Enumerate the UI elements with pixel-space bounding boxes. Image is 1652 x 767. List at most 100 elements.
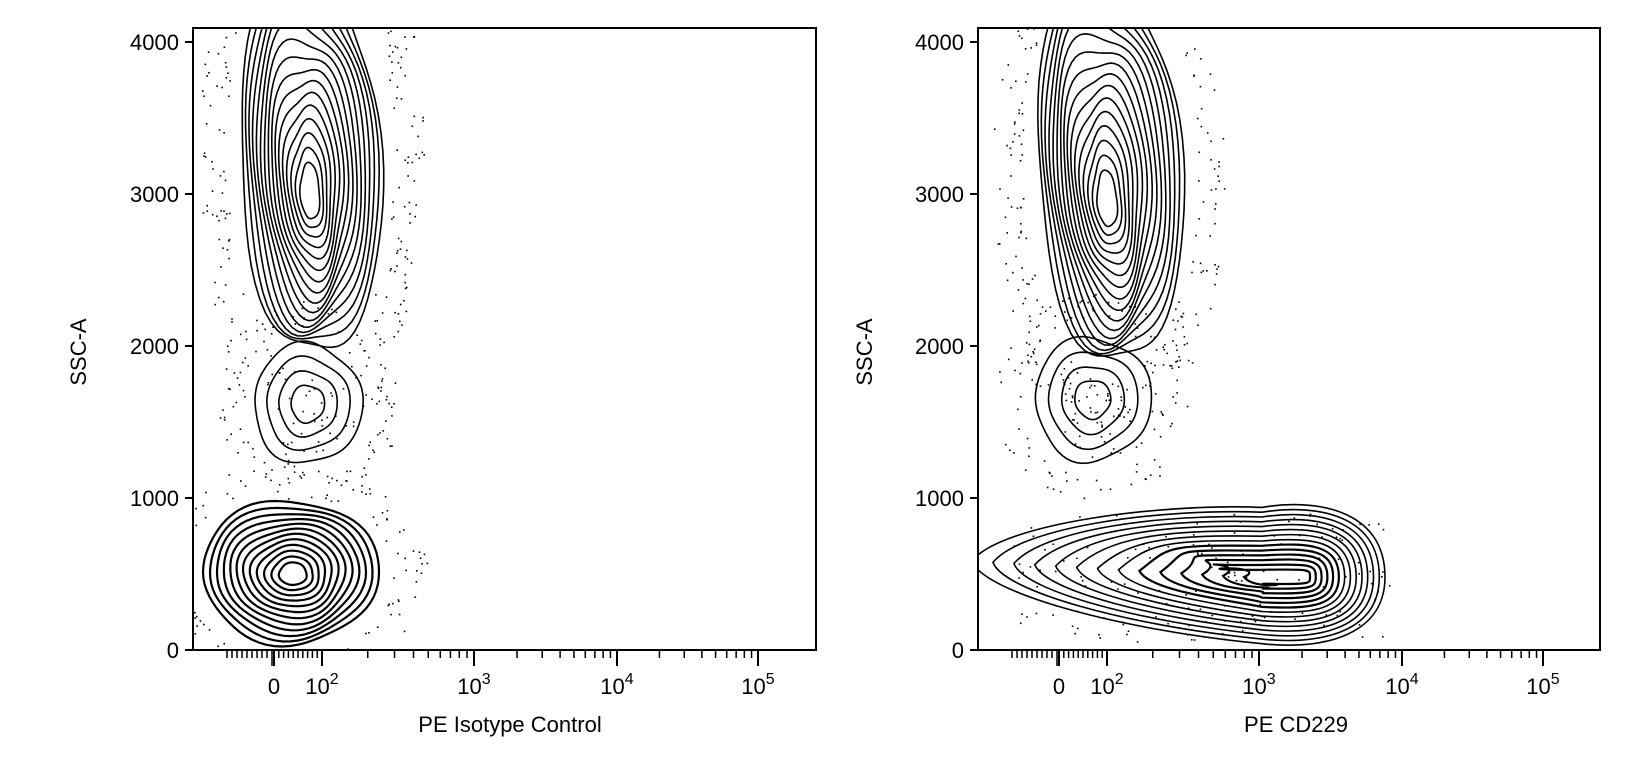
left-event-dot bbox=[303, 474, 305, 476]
right-event-dot bbox=[1336, 614, 1339, 617]
right-event-dot bbox=[1135, 471, 1138, 473]
left-event-dot bbox=[374, 332, 377, 335]
right-contour-line bbox=[979, 503, 1386, 646]
left-event-dot bbox=[382, 430, 385, 432]
right-event-dot bbox=[1215, 203, 1217, 205]
right-event-dot bbox=[1018, 563, 1021, 565]
left-contour-line bbox=[271, 68, 350, 294]
left-contour-line bbox=[235, 527, 347, 620]
right-event-dot bbox=[1092, 295, 1095, 298]
left-event-dot bbox=[238, 14, 240, 16]
right-event-dot bbox=[1030, 355, 1033, 358]
right-event-dot bbox=[1155, 349, 1158, 351]
right-event-dot bbox=[1226, 561, 1229, 564]
right-event-dot bbox=[1059, 491, 1062, 493]
left-event-dot bbox=[218, 219, 220, 222]
right-event-dot bbox=[1071, 396, 1074, 399]
right-event-dot bbox=[1021, 113, 1024, 115]
right-event-dot bbox=[1171, 422, 1173, 425]
left-event-dot bbox=[396, 265, 398, 267]
right-event-dot bbox=[1100, 436, 1103, 438]
right-contour-line bbox=[1158, 548, 1335, 604]
right-event-dot bbox=[1101, 426, 1103, 428]
right-contour-line bbox=[1054, 523, 1363, 628]
right-event-dot bbox=[1171, 367, 1174, 370]
left-event-dot bbox=[416, 570, 418, 572]
left-event-dot bbox=[415, 204, 417, 206]
left-event-dot bbox=[378, 400, 381, 403]
right-event-dot bbox=[1089, 407, 1092, 409]
right-contour-line bbox=[1056, 32, 1163, 332]
left-event-dot bbox=[232, 497, 234, 500]
right-event-dot bbox=[1193, 75, 1195, 77]
left-event-dot bbox=[393, 402, 395, 405]
right-event-dot bbox=[1019, 372, 1022, 375]
left-event-dot bbox=[287, 443, 289, 446]
right-event-dot bbox=[1110, 452, 1112, 454]
right-event-dot bbox=[1074, 412, 1077, 415]
right-event-dot bbox=[1153, 459, 1156, 461]
left-contour-line bbox=[277, 91, 341, 272]
right-event-dot bbox=[1209, 235, 1211, 237]
left-event-dot bbox=[261, 323, 264, 325]
right-event-dot bbox=[1136, 327, 1139, 329]
right-event-dot bbox=[1146, 360, 1149, 363]
left-event-dot bbox=[388, 603, 390, 606]
left-event-dot bbox=[272, 326, 274, 328]
right-event-dot bbox=[1195, 313, 1197, 316]
right-event-dot bbox=[1077, 305, 1079, 308]
left-event-dot bbox=[228, 474, 231, 476]
right-event-dot bbox=[1084, 585, 1087, 587]
left-event-dot bbox=[212, 168, 214, 170]
right-event-dot bbox=[1208, 543, 1210, 546]
left-contour-line bbox=[255, 29, 367, 329]
left-event-dot bbox=[208, 629, 211, 631]
left-event-dot bbox=[254, 679, 256, 681]
left-event-dot bbox=[175, 582, 177, 584]
left-contour-line bbox=[248, 29, 376, 337]
right-event-dot bbox=[1381, 576, 1383, 578]
left-event-dot bbox=[415, 581, 418, 583]
left-event-dot bbox=[376, 524, 378, 526]
left-contour-line bbox=[299, 161, 321, 220]
right-event-dot bbox=[1202, 270, 1204, 272]
left-event-dot bbox=[199, 620, 202, 622]
left-contour-line bbox=[215, 513, 368, 638]
right-event-dot bbox=[1090, 384, 1093, 387]
right-event-dot bbox=[997, 243, 1000, 245]
left-event-dot bbox=[224, 61, 227, 64]
right-event-dot bbox=[999, 188, 1001, 190]
left-event-dot bbox=[206, 204, 208, 207]
left-event-dot bbox=[233, 372, 236, 374]
left-event-dot bbox=[404, 36, 406, 38]
right-event-dot bbox=[1370, 582, 1373, 585]
left-event-dot bbox=[326, 494, 328, 496]
right-contour-line bbox=[1034, 335, 1153, 465]
left-event-dot bbox=[392, 216, 395, 218]
right-contour-line bbox=[1073, 97, 1139, 277]
left-event-dot bbox=[385, 296, 388, 298]
left-event-dot bbox=[228, 212, 231, 215]
left-event-dot bbox=[387, 32, 390, 34]
right-event-dot bbox=[1345, 575, 1347, 578]
right-event-dot bbox=[1182, 326, 1184, 328]
left-event-dot bbox=[194, 633, 197, 635]
right-event-dot bbox=[1210, 189, 1213, 191]
right-event-dot bbox=[1175, 308, 1177, 310]
right-event-dot bbox=[1069, 382, 1072, 385]
right-event-dot bbox=[1021, 267, 1023, 269]
left-event-dot bbox=[225, 66, 228, 68]
left-event-dot bbox=[296, 672, 298, 674]
left-event-dot bbox=[361, 475, 363, 478]
left-event-dot bbox=[313, 388, 316, 390]
right-event-dot bbox=[1026, 616, 1028, 618]
left-event-dot bbox=[368, 632, 370, 634]
left-event-dot bbox=[342, 388, 345, 390]
right-event-dot bbox=[1159, 466, 1161, 468]
left-event-dot bbox=[285, 453, 287, 456]
left-event-dot bbox=[282, 367, 284, 370]
right-contour-line bbox=[1060, 366, 1126, 436]
left-event-dot bbox=[377, 433, 379, 436]
right-event-dot bbox=[998, 242, 1001, 245]
left-event-dot bbox=[353, 667, 355, 669]
